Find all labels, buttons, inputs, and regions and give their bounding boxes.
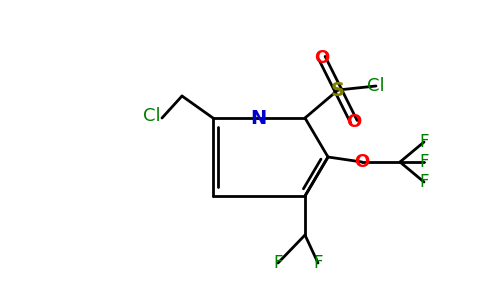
Text: S: S: [331, 80, 345, 100]
Text: O: O: [315, 49, 330, 67]
Text: N: N: [250, 109, 266, 128]
Text: Cl: Cl: [143, 107, 161, 125]
Text: F: F: [419, 133, 429, 151]
Text: Cl: Cl: [367, 77, 385, 95]
Text: O: O: [354, 153, 370, 171]
Text: F: F: [419, 173, 429, 191]
Text: F: F: [419, 153, 429, 171]
Text: F: F: [313, 254, 323, 272]
Text: F: F: [273, 254, 283, 272]
Text: O: O: [347, 113, 362, 131]
